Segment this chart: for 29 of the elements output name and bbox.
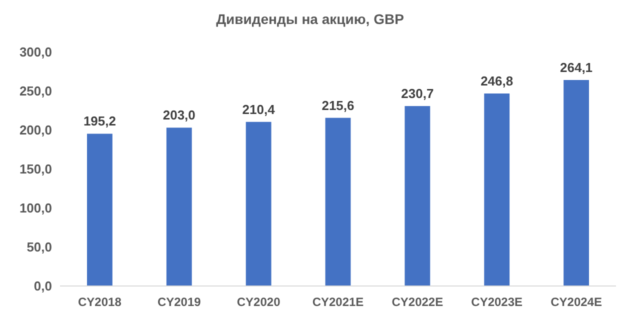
data-label: 230,7 [401,86,434,102]
y-tick-label: 100,0 [19,200,52,216]
bar [166,128,192,286]
y-tick-label: 300,0 [19,44,52,60]
y-tick-label: 150,0 [19,162,52,177]
x-tick-label: CY2019 [157,295,202,309]
bar [404,106,430,286]
data-label: 203,0 [162,108,196,123]
data-label: 195,2 [83,114,116,129]
y-tick-label: 50,0 [26,240,52,255]
y-tick-label: 200,0 [19,122,52,138]
x-tick-label: CY2021E [312,295,364,309]
bar [484,93,510,286]
x-tick-label: CY2022E [392,295,444,309]
x-tick-label: CY2023E [471,295,523,309]
x-tick-label: CY2024E [550,295,602,309]
bar [564,80,589,286]
data-label: 246,8 [480,73,514,88]
data-label: 264,1 [560,60,593,75]
bar [325,118,351,286]
y-tick-label: 250,0 [19,84,52,99]
chart-title: Дивиденды на акцию, GBP [216,11,404,27]
data-label: 210,4 [242,102,276,117]
data-label: 215,6 [322,98,354,113]
bar [246,122,272,286]
bar [87,134,112,286]
x-tick-label: CY2020 [236,295,281,309]
y-tick-label: 0,0 [34,278,52,294]
x-tick-label: CY2018 [78,295,122,309]
